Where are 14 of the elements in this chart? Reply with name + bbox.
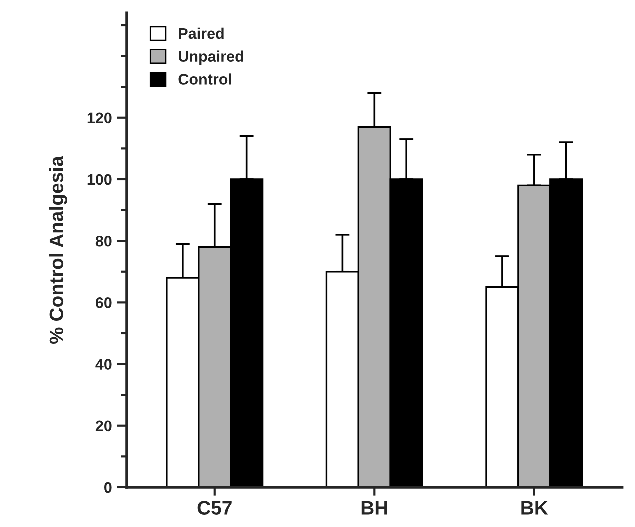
x-tick-label: C57 xyxy=(198,501,232,515)
y-tick-label: 120 xyxy=(88,112,112,124)
x-tick-label: BH xyxy=(362,501,388,515)
y-axis-title: % Control Analgesia xyxy=(49,156,68,344)
legend-label: Unpaired xyxy=(179,50,244,66)
legend-label: Paired xyxy=(179,28,224,40)
legend-label: Control xyxy=(178,74,232,85)
y-tick-label: 40 xyxy=(96,359,112,370)
y-tick-label: 60 xyxy=(96,298,112,308)
y-tick-label: 0 xyxy=(104,482,112,494)
y-tick-label: 100 xyxy=(88,174,112,186)
y-tick-label: 80 xyxy=(96,236,112,247)
x-tick-label: BK xyxy=(522,501,548,515)
y-tick-label: 20 xyxy=(96,420,112,432)
